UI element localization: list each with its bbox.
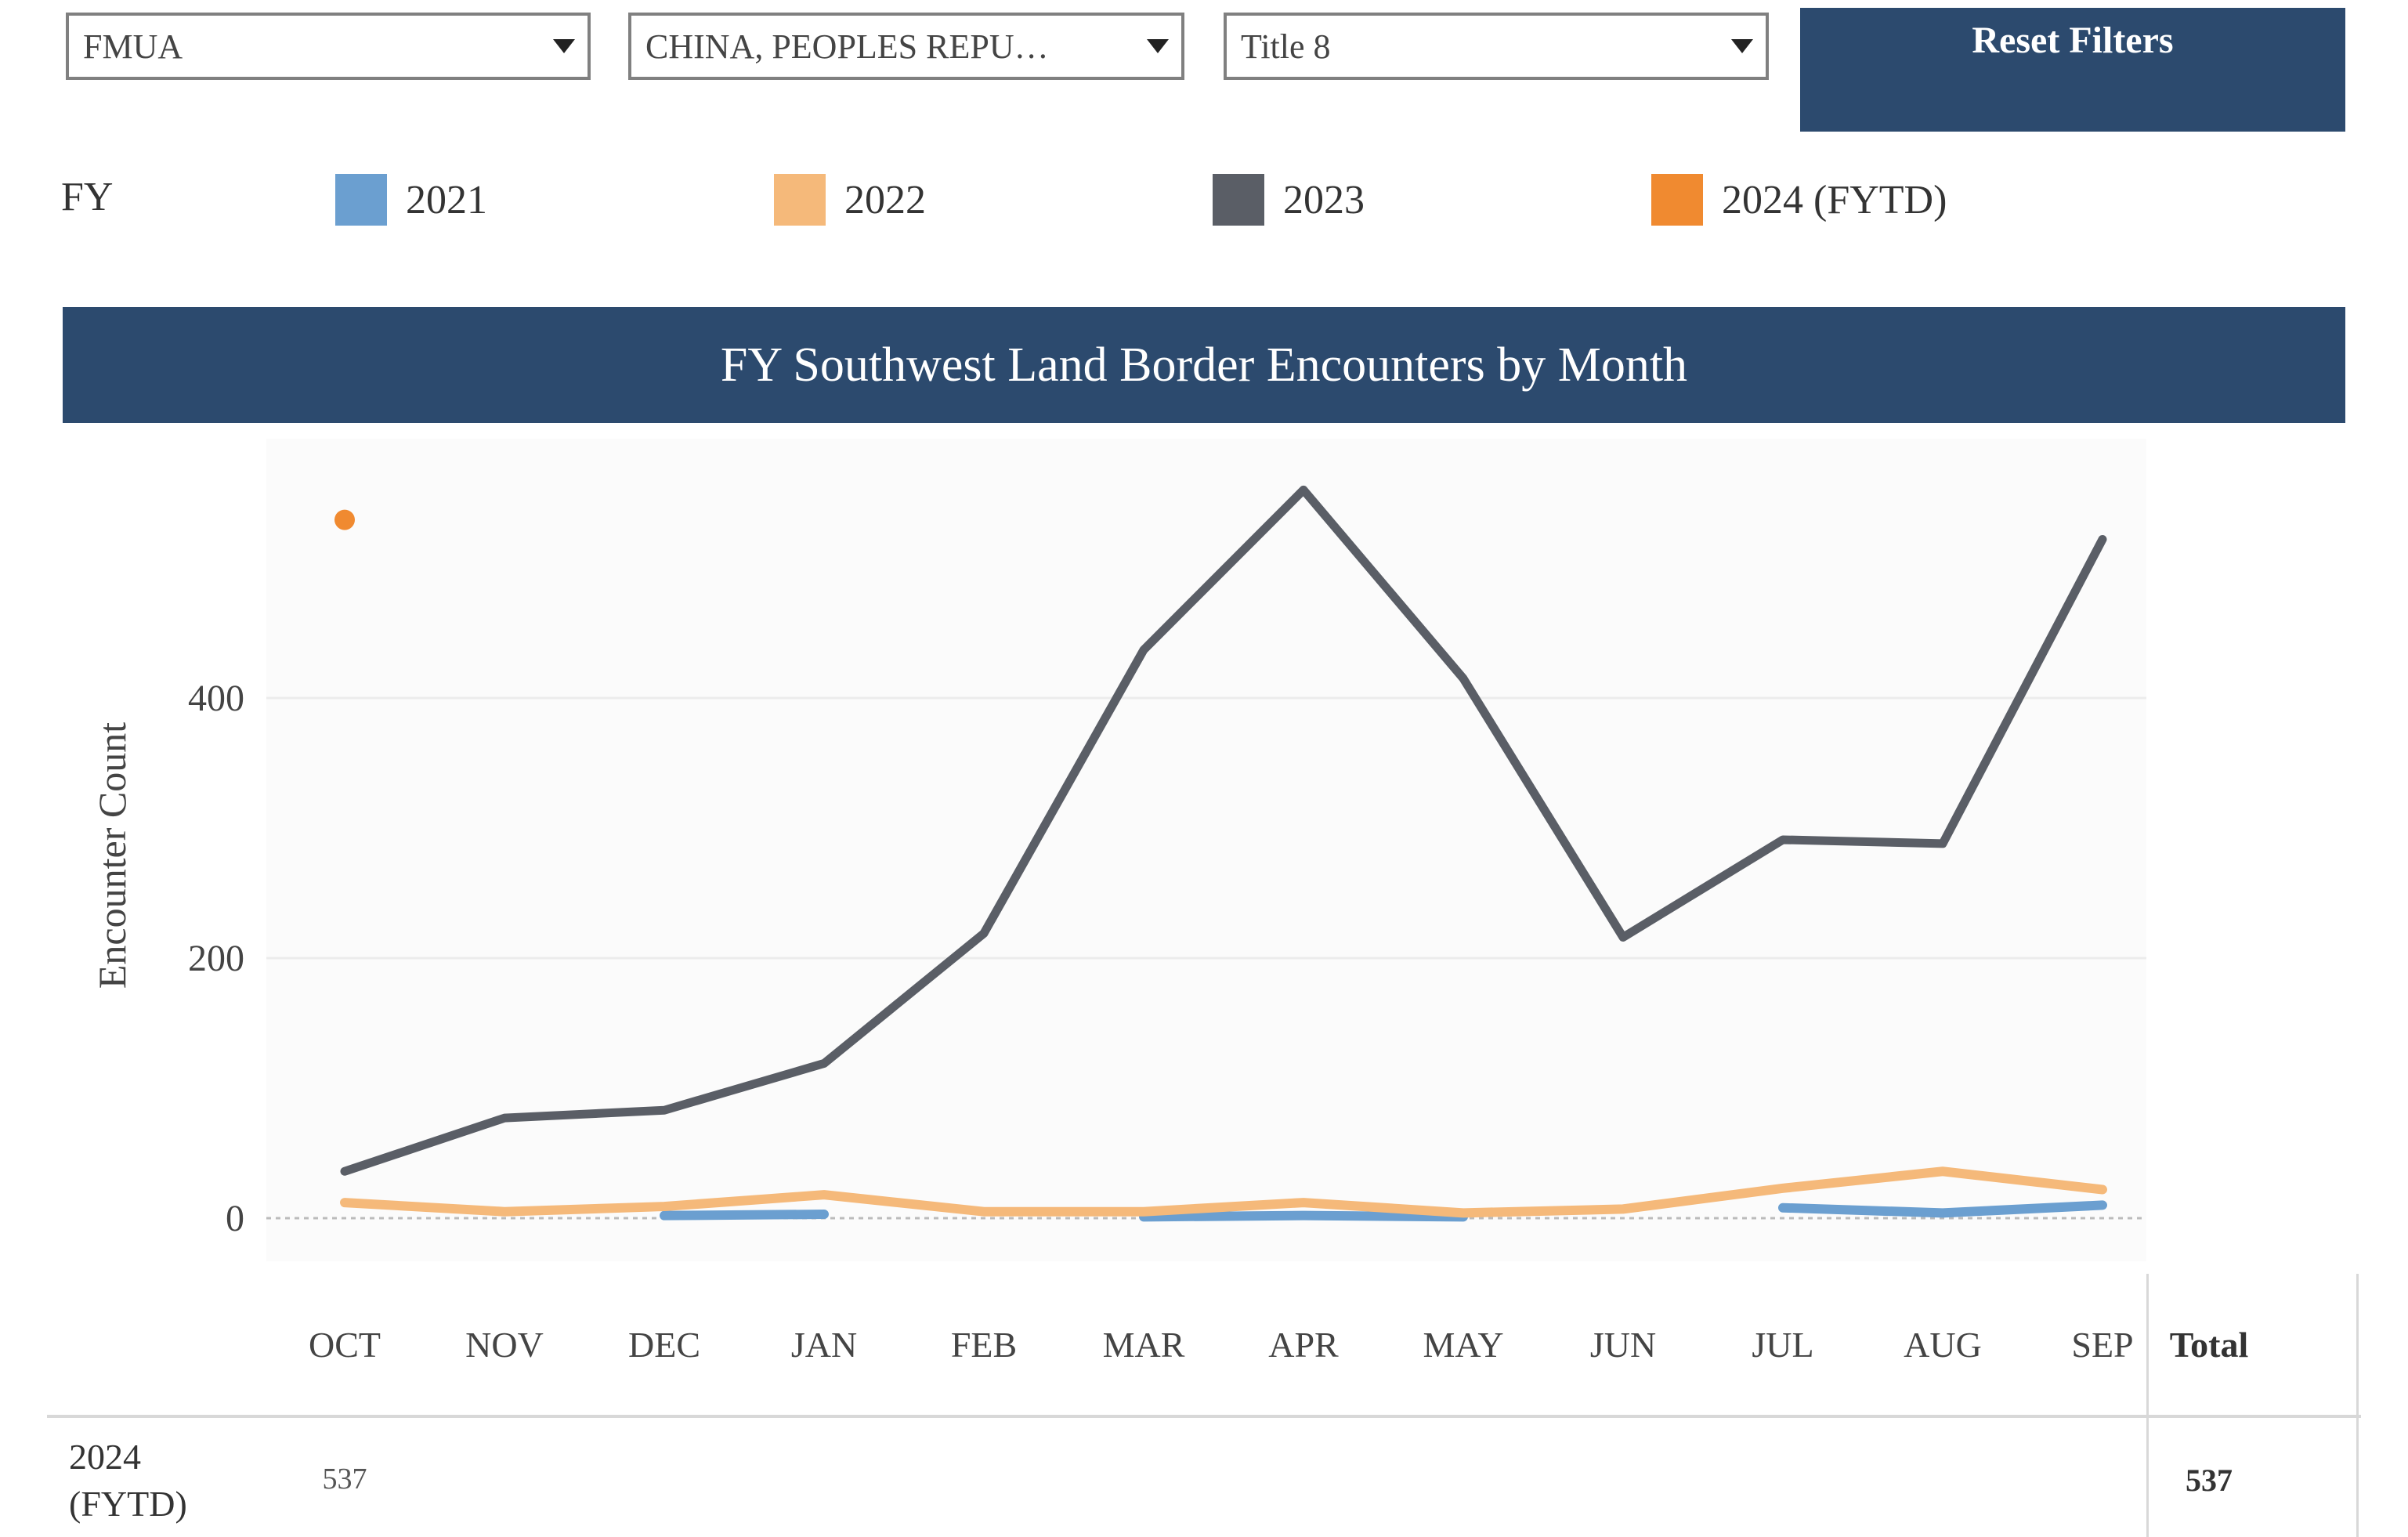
month-header: NOV bbox=[465, 1325, 544, 1365]
series-line-2023[interactable] bbox=[340, 485, 2107, 1176]
monthly-table: OCT NOV DEC JAN FEB MAR APR MAY JUN JUL AUG SEP Tot… bbox=[47, 1269, 2361, 1537]
legend-swatch-2024 bbox=[1651, 174, 1703, 226]
y-tick-label: 400 bbox=[188, 678, 244, 719]
month-header: AUG bbox=[1904, 1325, 1982, 1365]
line-chart: 0 200 400 Encounter Count bbox=[90, 439, 2146, 1261]
series-line-2021[interactable] bbox=[660, 1210, 829, 1221]
column-divider bbox=[2356, 1274, 2359, 1537]
legend-item-label: 2021 bbox=[406, 177, 487, 222]
month-header: MAY bbox=[1423, 1325, 1504, 1365]
month-header: JAN bbox=[790, 1325, 858, 1365]
table-row-label: 2024 (FYTD) bbox=[69, 1437, 187, 1524]
row-divider bbox=[47, 1415, 2361, 1418]
legend-item-2024-fytd[interactable]: 2024 (FYTD) bbox=[1651, 174, 1947, 226]
citizenship-dropdown[interactable]: CHINA, PEOPLES REPU… bbox=[628, 13, 1184, 80]
month-header: JUN bbox=[1589, 1325, 1657, 1365]
program-dropdown-value: FMUA bbox=[83, 27, 183, 66]
column-divider bbox=[2146, 1274, 2149, 1537]
series-lines bbox=[334, 485, 2107, 1222]
month-header: JUL bbox=[1752, 1325, 1814, 1365]
title-dropdown-value: Title 8 bbox=[1241, 27, 1331, 66]
series-line-2021[interactable] bbox=[1139, 1210, 1468, 1222]
legend-item-2023[interactable]: 2023 bbox=[1213, 174, 1365, 226]
month-header: APR bbox=[1268, 1325, 1339, 1365]
legend-swatch-2023 bbox=[1213, 174, 1264, 226]
month-header: MAR bbox=[1102, 1325, 1185, 1365]
total-header: Total bbox=[2169, 1325, 2249, 1365]
reset-filters-button[interactable]: Reset Filters bbox=[1800, 8, 2345, 132]
legend-item-label: 2022 bbox=[844, 177, 926, 222]
month-header: OCT bbox=[309, 1325, 381, 1365]
title-dropdown[interactable]: Title 8 bbox=[1224, 13, 1769, 80]
y-axis: 0 200 400 bbox=[188, 678, 244, 1239]
citizenship-dropdown-value: CHINA, PEOPLES REPU… bbox=[645, 27, 1049, 66]
series-line-2022[interactable] bbox=[340, 1166, 2107, 1218]
legend-swatch-2022 bbox=[774, 174, 826, 226]
table-cell: 537 bbox=[322, 1463, 367, 1495]
y-tick-label: 0 bbox=[226, 1198, 244, 1239]
legend-swatch-2021 bbox=[335, 174, 387, 226]
y-axis-label: Encounter Count bbox=[90, 722, 134, 989]
chart-title: FY Southwest Land Border Encounters by M… bbox=[63, 307, 2345, 423]
program-dropdown[interactable]: FMUA bbox=[66, 13, 591, 80]
fy-legend: FY 2021 2022 2023 2024 (FYTD) bbox=[61, 157, 2348, 240]
month-header: DEC bbox=[628, 1325, 700, 1365]
legend-item-label: 2023 bbox=[1283, 177, 1365, 222]
chevron-down-icon bbox=[1147, 39, 1169, 53]
legend-item-2022[interactable]: 2022 bbox=[774, 174, 926, 226]
chevron-down-icon bbox=[553, 39, 575, 53]
legend-item-label: 2024 (FYTD) bbox=[1722, 177, 1947, 222]
month-header: SEP bbox=[2071, 1325, 2134, 1365]
chevron-down-icon bbox=[1731, 39, 1753, 53]
series-point-2024fytd[interactable] bbox=[334, 509, 355, 530]
series-line-2021[interactable] bbox=[1778, 1200, 2107, 1218]
plot-area bbox=[266, 439, 2146, 1261]
legend-title: FY bbox=[61, 175, 114, 219]
y-tick-label: 200 bbox=[188, 938, 244, 979]
month-header: FEB bbox=[950, 1325, 1018, 1365]
table-row-total: 537 bbox=[2186, 1463, 2233, 1498]
legend-item-2021[interactable]: 2021 bbox=[335, 174, 487, 226]
